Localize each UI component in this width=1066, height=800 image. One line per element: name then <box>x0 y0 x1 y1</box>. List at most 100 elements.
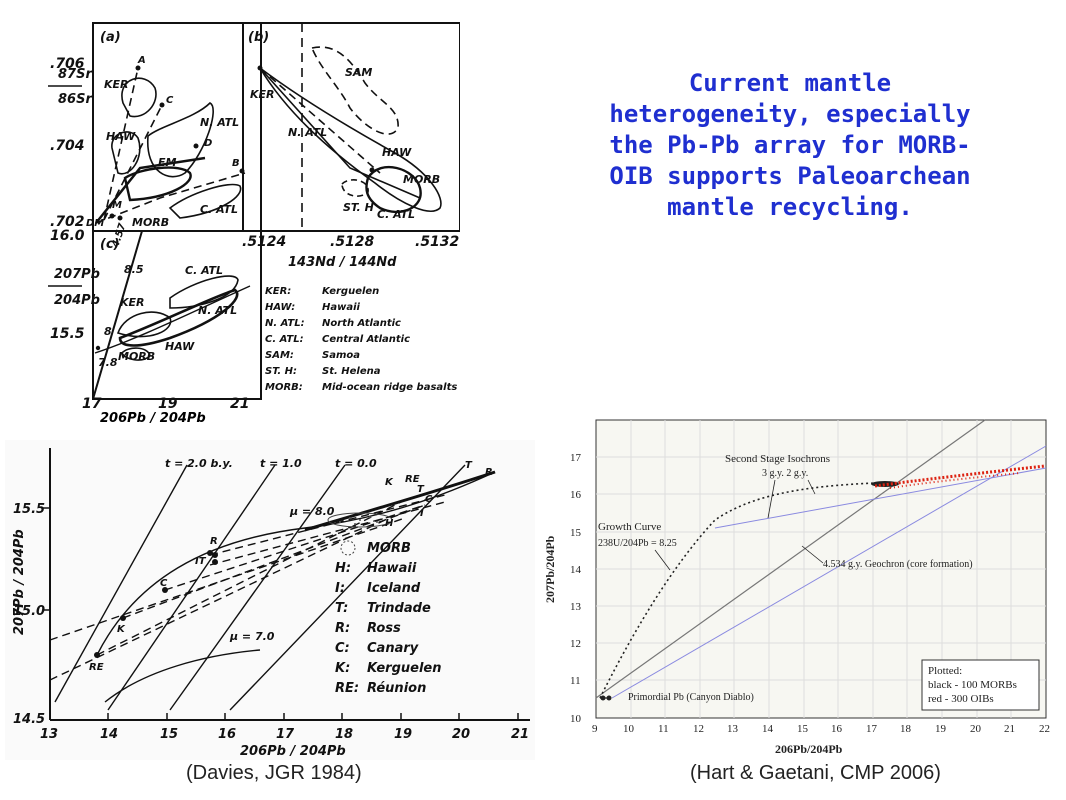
caption-davies: (Davies, JGR 1984) <box>186 762 362 784</box>
label-haw-b: HAW <box>382 146 412 159</box>
pb-ytick-1: 15.5 <box>50 326 85 342</box>
label-sam-b: SAM <box>345 66 372 79</box>
figure-sr-nd-pb-svg: (a) (b) (c) 87Sr 86Sr .706 .704 .702 KER… <box>48 22 460 412</box>
label-natl-c: N. ATL <box>198 304 237 317</box>
panel-a-label: (a) <box>100 30 121 45</box>
morb-field <box>327 512 393 528</box>
svg-text:11: 11 <box>658 723 669 735</box>
anno-geochron: 4.534 g.y. Geochron (core formation) <box>823 559 973 570</box>
pb-ylabel-top: 207Pb <box>54 267 100 282</box>
svg-text:14: 14 <box>100 727 118 742</box>
svg-text:K:: K: <box>335 661 350 676</box>
svg-text:R:: R: <box>335 621 350 636</box>
label-morb-c: MORB <box>118 350 155 363</box>
svg-text:19: 19 <box>935 723 947 735</box>
hart-data <box>871 464 1046 489</box>
sr-ylabel-bottom: 86Sr <box>58 92 93 107</box>
svg-text:20: 20 <box>452 727 470 742</box>
label-dm-a: DM <box>86 218 104 229</box>
caption-hart: (Hart & Gaetani, CMP 2006) <box>690 762 941 784</box>
svg-text:Ross: Ross <box>367 621 401 636</box>
svg-text:19: 19 <box>394 727 412 742</box>
davies-plot-svg: 15.5 15.0 14.5 207Pb / 204Pb 13 14 15 16… <box>5 440 535 760</box>
svg-text:16: 16 <box>831 723 843 735</box>
hart-gaetani-plot: 10 11 12 13 14 15 16 17 9 10 11 12 13 14… <box>540 408 1060 763</box>
pb-ytick-0: 16.0 <box>50 228 85 244</box>
nd-xlabel: 143Nd / 144Nd <box>288 255 397 270</box>
hart-xlabel: 206Pb/204Pb <box>775 742 843 756</box>
davies-xlabel: 206Pb / 204Pb <box>240 744 346 759</box>
abbr-legend: KER: Kerguelen HAW: Hawaii N. ATL: North… <box>265 286 457 393</box>
svg-text:K: K <box>385 477 394 488</box>
label-c-a: C <box>166 95 174 106</box>
hart-xticks: 9 10 11 12 13 14 15 16 17 18 19 20 21 22 <box>592 723 1050 735</box>
svg-text:T: T <box>417 484 425 495</box>
svg-text:17: 17 <box>276 727 295 742</box>
label-morb-a: MORB <box>132 216 169 229</box>
svg-text:18: 18 <box>335 727 353 742</box>
label-catl-c: C. ATL <box>185 264 223 277</box>
nd-xtick-2: .5132 <box>415 234 459 250</box>
legend-name-0: Kerguelen <box>322 286 379 297</box>
legend-abbr-3: C. ATL: <box>265 334 304 345</box>
svg-text:13: 13 <box>40 727 58 742</box>
label-natl-a: N. ATL <box>200 116 239 129</box>
svg-text:RE: RE <box>405 474 420 485</box>
svg-text:Iceland: Iceland <box>367 581 421 596</box>
svg-text:Kerguelen: Kerguelen <box>367 661 442 676</box>
label-85-c: 8.5 <box>124 263 144 276</box>
svg-text:10: 10 <box>570 713 582 725</box>
davies-ytick-2: 14.5 <box>13 712 45 727</box>
svg-text:15: 15 <box>797 723 809 735</box>
svg-text:RE:: RE: <box>335 681 359 696</box>
legend-abbr-0: KER: <box>265 286 291 297</box>
label-ker-c: KER <box>120 296 145 309</box>
sr-ylabel-top: 87Sr <box>58 67 93 82</box>
davies-isochrons <box>54 464 466 711</box>
svg-text:I: I <box>420 508 424 519</box>
panel-c-fields <box>92 230 251 400</box>
svg-text:I:: I: <box>335 581 345 596</box>
svg-text:Canary: Canary <box>367 641 419 656</box>
svg-text:Hawaii: Hawaii <box>367 561 417 576</box>
hart-ylabel: 207Pb/204Pb <box>543 535 557 603</box>
anno-growth-ratio: 238U/204Pb = 8.25 <box>598 538 677 549</box>
label-457-c: 4.57 <box>110 222 128 250</box>
davies-ytick-1: 15.0 <box>13 604 45 619</box>
svg-text:12: 12 <box>570 638 581 650</box>
pb-xtick-2: 21 <box>230 396 249 412</box>
svg-text:red - 300 OIBs: red - 300 OIBs <box>928 693 994 705</box>
nd-xtick-0: .5124 <box>242 234 286 250</box>
svg-text:R: R <box>485 467 493 478</box>
svg-text:C: C <box>160 578 168 589</box>
davies-growth-curves <box>96 470 496 703</box>
svg-text:10: 10 <box>623 723 635 735</box>
legend-abbr-1: HAW: <box>265 302 295 313</box>
legend-name-6: Mid-ocean ridge basalts <box>322 382 457 393</box>
legend-name-5: St. Helena <box>322 366 381 377</box>
svg-text:12: 12 <box>693 723 704 735</box>
svg-text:21: 21 <box>511 727 529 742</box>
label-m-a: M <box>112 200 122 211</box>
panel-a-fields <box>95 67 246 224</box>
label-d-a: D <box>204 138 212 149</box>
svg-text:16: 16 <box>218 727 236 742</box>
label-catl-b: C. ATL <box>377 208 415 221</box>
svg-text:H:: H: <box>335 561 351 576</box>
davies-xticks: 13 14 15 16 17 18 19 20 21 <box>40 727 529 742</box>
davies-points <box>94 550 218 658</box>
legend-name-3: Central Atlantic <box>322 334 410 345</box>
label-sth-b: ST. H <box>343 201 374 214</box>
nd-xtick-1: .5128 <box>330 234 375 250</box>
svg-text:18: 18 <box>900 723 912 735</box>
sr-ytick-2: .702 <box>50 214 85 230</box>
mu-label-1: μ = 7.0 <box>229 630 275 643</box>
svg-text:Réunion: Réunion <box>367 681 426 696</box>
sr-ytick-0: .706 <box>50 56 85 72</box>
legend-abbr-2: N. ATL: <box>265 318 305 329</box>
plotted-legend-box <box>921 659 1040 711</box>
svg-text:RE: RE <box>89 662 104 673</box>
davies-ticks <box>43 507 519 720</box>
label-b-a: B <box>232 158 240 169</box>
slide-title: Current mantle heterogeneity, especially… <box>609 69 971 221</box>
